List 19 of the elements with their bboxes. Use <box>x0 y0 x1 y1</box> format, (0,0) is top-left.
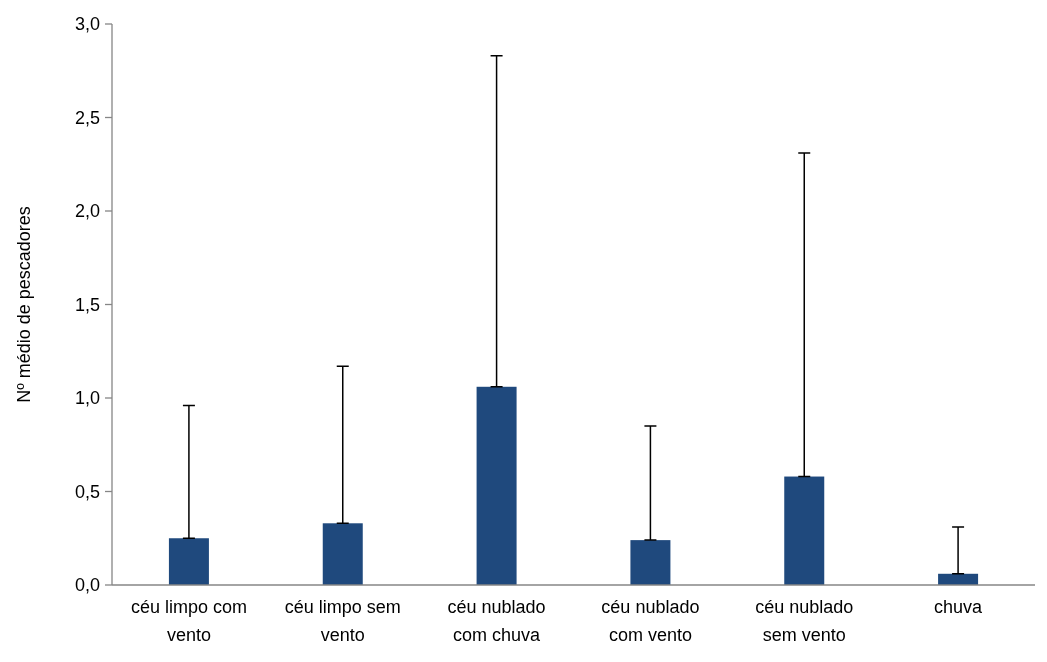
y-tick-label: 2,0 <box>74 201 100 222</box>
x-tick-label: chuva <box>934 597 984 617</box>
x-tick-label: céu limpo sem vento <box>284 597 401 645</box>
y-tick-label: 0,5 <box>74 481 100 502</box>
x-tick-label: céu nublado sem vento <box>755 597 854 645</box>
y-tick-label: 2,5 <box>74 107 100 128</box>
x-tick-label: céu nublado com chuva <box>447 597 546 645</box>
x-tick-label: céu limpo com vento <box>130 597 247 645</box>
bar <box>322 523 363 585</box>
bar <box>784 476 825 585</box>
bar <box>630 540 671 585</box>
x-tick-label: céu nublado com vento <box>601 597 700 645</box>
y-tick-label: 3,0 <box>74 14 100 35</box>
y-tick-label: 1,0 <box>74 388 100 409</box>
y-tick-label: 1,5 <box>74 294 100 315</box>
bar <box>168 538 209 585</box>
y-axis-title: Nº médio de pescadores <box>14 206 34 403</box>
bar <box>476 386 517 585</box>
y-tick-label: 0,0 <box>74 575 100 596</box>
